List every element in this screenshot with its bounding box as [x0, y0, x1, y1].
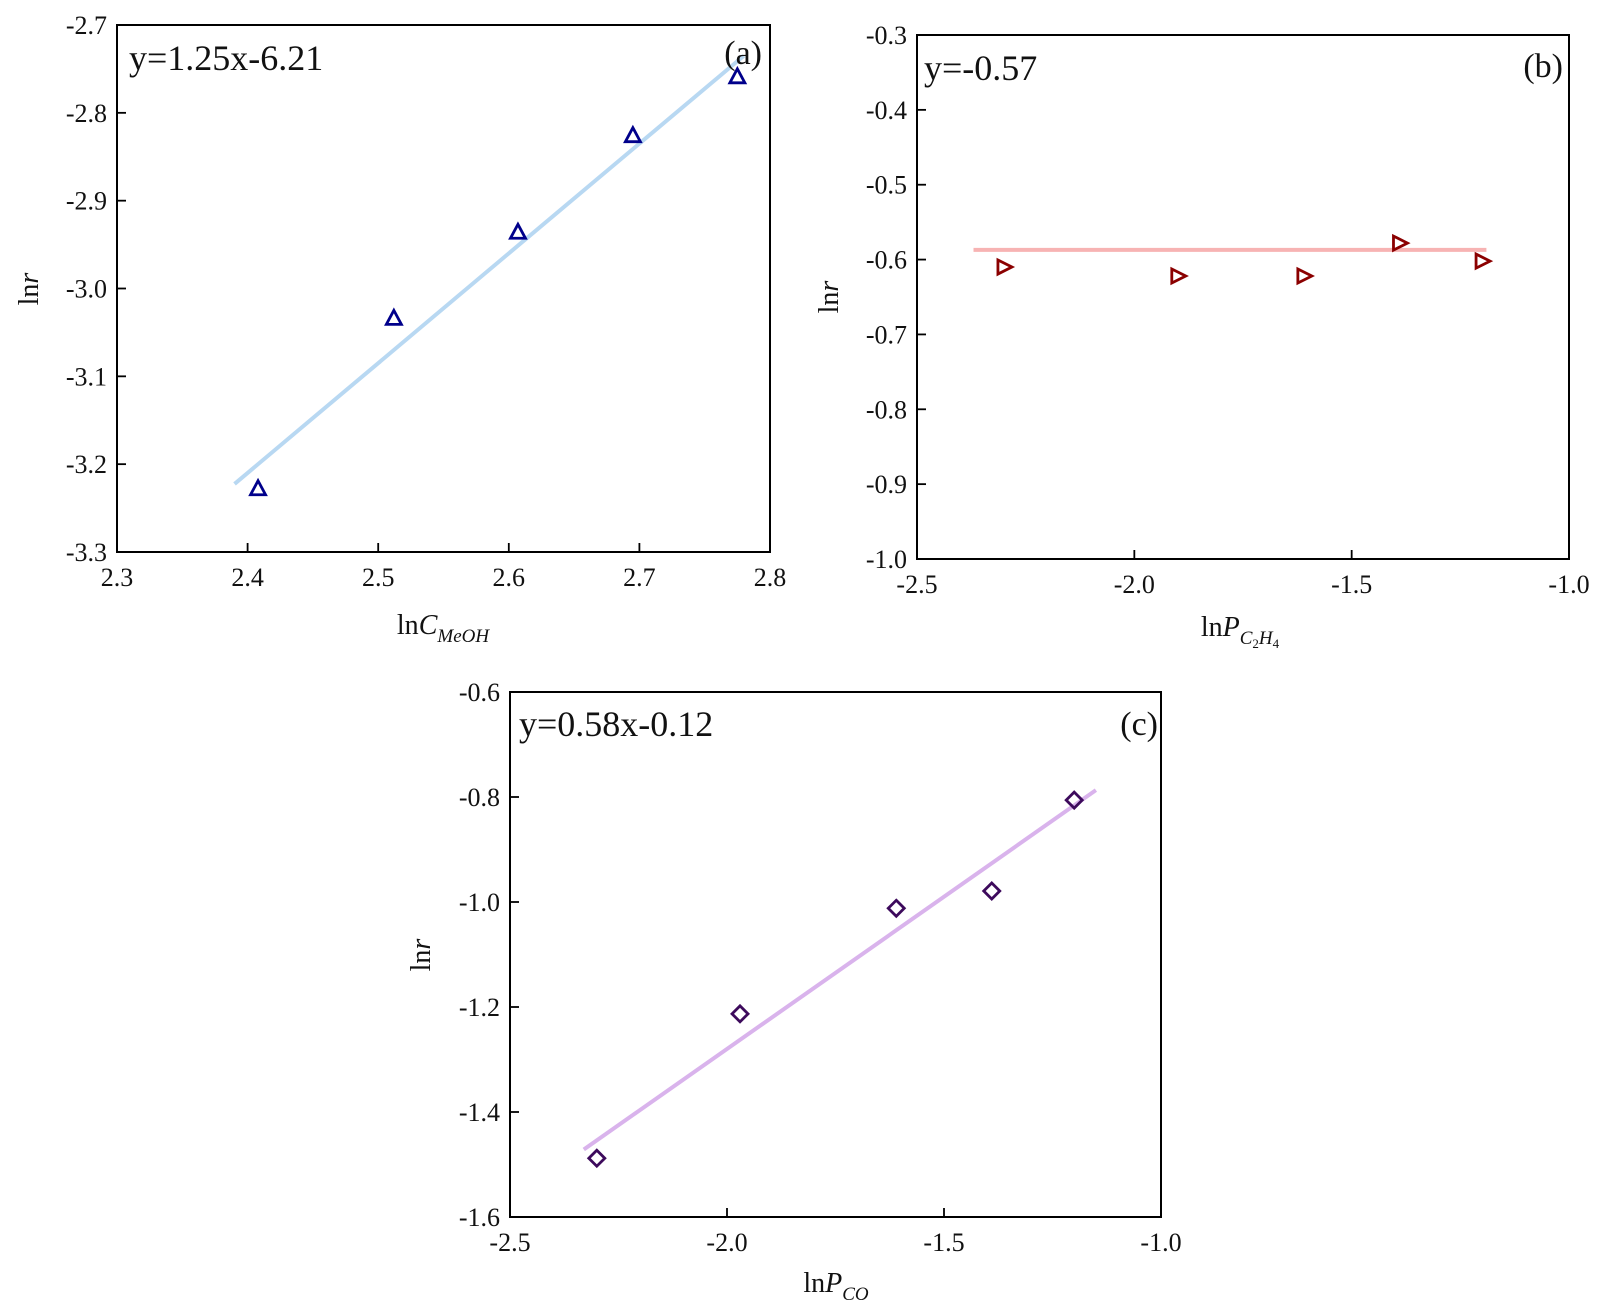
panel-label-b: (b)	[1523, 48, 1563, 85]
data-point-a-1	[384, 307, 404, 326]
x-tick-label-c-2: -1.5	[923, 1228, 964, 1257]
x-tick-label-c-0: -2.5	[489, 1228, 530, 1257]
y-tick-label-b-4: -0.6	[866, 246, 907, 275]
data-point-b-1	[1170, 266, 1189, 286]
y-axis-label-b: lnr	[814, 281, 845, 314]
plot-frame-b	[916, 34, 1570, 560]
equation-label-b: y=-0.57	[924, 48, 1037, 88]
data-point-c-1	[730, 1003, 750, 1024]
points-a	[248, 65, 748, 497]
data-point-c-4	[1064, 790, 1085, 811]
x-tick-label-a-3: 2.6	[493, 563, 526, 592]
data-point-b-3	[1392, 233, 1411, 253]
fit-line-a-group	[233, 54, 746, 486]
panel-b: -2.5 -2.0 -1.5 -1.0 -1.0 -0.9 -0.8 -0.7 -0.6 -0.5…	[814, 21, 1590, 651]
x-tick-label-a-0: 2.3	[101, 563, 134, 592]
panel-label-c: (c)	[1120, 706, 1158, 743]
panel-c: -2.5 -2.0 -1.5 -1.0 -1.6 -1.4 -1.2 -1.0 -0.8 -0.6…	[406, 678, 1182, 1305]
fit-line-c-group	[582, 788, 1098, 1152]
x-tick-label-c-1: -2.0	[706, 1228, 747, 1257]
y-tick-label-b-2: -0.8	[866, 395, 907, 424]
x-tick-label-a-5: 2.8	[754, 563, 787, 592]
x-axis-label-c: lnPCO	[803, 1268, 869, 1305]
data-point-c-3	[981, 880, 1002, 901]
data-point-a-4	[727, 65, 748, 85]
y-tick-label-c-1: -1.4	[459, 1098, 500, 1127]
y-tick-label-a-0: -3.3	[66, 538, 107, 567]
y-tick-label-a-3: -3.0	[66, 275, 107, 304]
y-tick-label-b-7: -0.3	[866, 21, 907, 50]
x-tick-label-b-1: -2.0	[1114, 570, 1155, 599]
equation-label-c: y=0.58x-0.12	[519, 704, 713, 744]
y-axis-label-a: lnr	[14, 273, 45, 306]
data-point-c-0	[586, 1148, 607, 1169]
y-tick-label-c-5: -0.6	[459, 678, 500, 707]
data-point-b-2	[1296, 266, 1315, 286]
x-axis-label-b: lnPC2H4	[1201, 612, 1280, 651]
points-c	[586, 790, 1085, 1169]
data-point-a-3	[623, 124, 643, 144]
fit-line-a	[233, 54, 746, 486]
y-tick-label-c-2: -1.2	[459, 993, 500, 1022]
x-tick-label-b-0: -2.5	[896, 570, 937, 599]
x-tick-label-a-1: 2.4	[231, 563, 264, 592]
x-tick-label-a-4: 2.7	[623, 563, 656, 592]
panel-label-a: (a)	[724, 35, 762, 72]
data-point-c-2	[886, 898, 907, 919]
data-point-b-4	[1474, 251, 1494, 271]
y-tick-label-b-1: -0.9	[866, 470, 907, 499]
y-tick-label-c-3: -1.0	[459, 888, 500, 917]
plot-frame-c	[509, 691, 1162, 1218]
x-tick-label-c-3: -1.0	[1140, 1228, 1181, 1257]
plot-frame-a	[116, 24, 771, 553]
ticks-b: -2.5 -2.0 -1.5 -1.0 -1.0 -0.9 -0.8 -0.7 -0.6 -0.5…	[866, 21, 1590, 599]
y-tick-label-b-0: -1.0	[866, 545, 907, 574]
data-point-a-2	[508, 221, 528, 240]
data-point-a-0	[248, 477, 268, 497]
y-tick-label-a-4: -2.9	[66, 187, 107, 216]
panel-a: 2.3 2.4 2.5 2.6 2.7 2.8 -3.3 -3.2 -3.1 -3.0 -2.9 -2…	[14, 11, 786, 647]
y-tick-label-c-0: -1.6	[459, 1203, 500, 1232]
y-tick-label-a-6: -2.7	[66, 11, 107, 40]
equation-label-a: y=1.25x-6.21	[129, 38, 323, 78]
x-tick-label-b-2: -1.5	[1331, 570, 1372, 599]
y-tick-label-a-2: -3.1	[66, 362, 107, 391]
y-tick-label-a-1: -3.2	[66, 450, 107, 479]
y-tick-label-b-5: -0.5	[866, 171, 907, 200]
x-axis-label-a: lnCMeOH	[397, 610, 490, 647]
points-b	[996, 233, 1494, 286]
y-axis-label-c: lnr	[406, 939, 437, 972]
y-tick-label-c-4: -0.8	[459, 783, 500, 812]
x-tick-label-b-3: -1.0	[1548, 570, 1589, 599]
y-tick-label-a-5: -2.8	[66, 99, 107, 128]
ticks-a: 2.3 2.4 2.5 2.6 2.7 2.8 -3.3 -3.2 -3.1 -3.0 -2.9 -2…	[66, 11, 786, 592]
y-tick-label-b-3: -0.7	[866, 320, 907, 349]
x-tick-label-a-2: 2.5	[362, 563, 395, 592]
fit-line-c	[582, 788, 1098, 1152]
ticks-c: -2.5 -2.0 -1.5 -1.0 -1.6 -1.4 -1.2 -1.0 -0.8 -0.6	[459, 678, 1182, 1257]
data-point-b-0	[996, 257, 1016, 277]
y-tick-label-b-6: -0.4	[866, 96, 907, 125]
